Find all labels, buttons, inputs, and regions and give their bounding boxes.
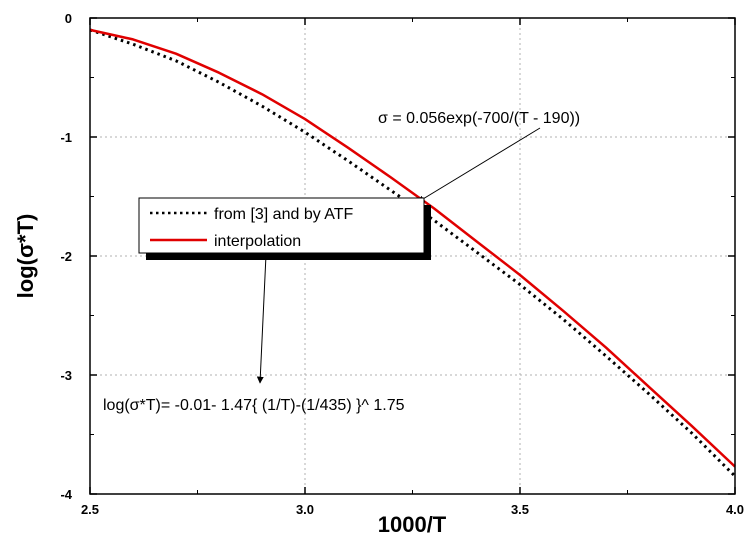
series-line-interpolation: [89, 28, 736, 468]
x-tick-label: 2.5: [81, 502, 99, 517]
x-axis-title: 1000/T: [378, 512, 447, 537]
ticks-layer: 2.5 3.0 3.5 4.0 0 -1 -2 -3 -4: [60, 11, 744, 517]
grid-layer: [90, 18, 735, 494]
annotation-log-text: log(σ*T)= -0.01- 1.47{ (1/T)-(1/435) }^ …: [103, 397, 405, 414]
annotation-sigma-arrow: [417, 127, 541, 203]
x-tick-label: 3.0: [296, 502, 314, 517]
legend: from [3] and by ATF interpolation: [138, 197, 431, 260]
legend-label-solid: interpolation: [214, 233, 301, 250]
y-axis-title: log(σ*T): [13, 214, 38, 299]
y-tick-label: -2: [60, 249, 72, 264]
y-tick-label: -4: [60, 487, 72, 502]
legend-label-dotted: from [3] and by ATF: [214, 206, 354, 223]
y-tick-label: 0: [65, 11, 72, 26]
x-tick-label: 3.5: [511, 502, 529, 517]
y-tick-label: -1: [60, 130, 72, 145]
legend-box: [138, 197, 425, 254]
annotation-log-formula: log(σ*T)= -0.01- 1.47{ (1/T)-(1/435) }^ …: [103, 254, 405, 414]
y-tick-label: -3: [60, 368, 72, 383]
annotation-sigma-text: σ = 0.056exp(-700/(T - 190)): [378, 110, 580, 127]
annotation-log-arrow: [256, 254, 267, 384]
annotation-sigma-formula: σ = 0.056exp(-700/(T - 190)): [378, 110, 580, 203]
x-tick-label: 4.0: [726, 502, 744, 517]
series-layer: [89, 28, 737, 478]
